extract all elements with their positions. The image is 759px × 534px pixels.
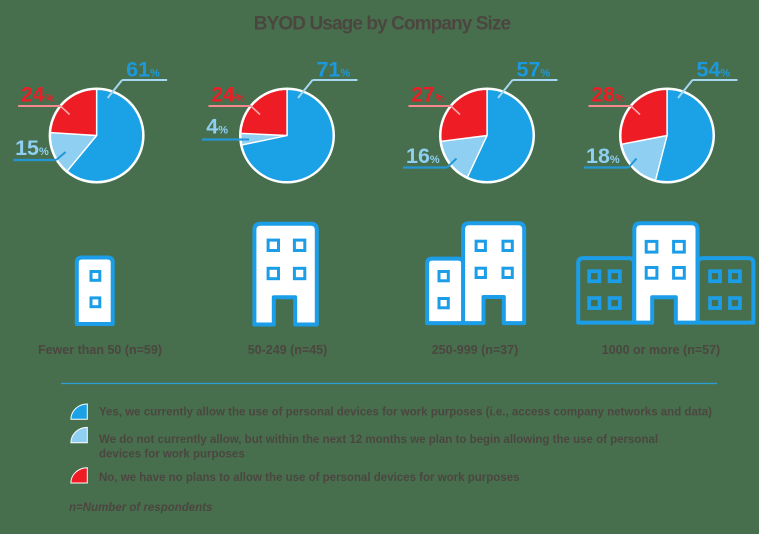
svg-text:18%: 18% <box>586 144 620 168</box>
svg-text:Yes, we currently allow the us: Yes, we currently allow the use of perso… <box>99 407 712 419</box>
svg-text:devices for work purposes: devices for work purposes <box>99 449 245 461</box>
svg-text:n=Number of respondents: n=Number of respondents <box>69 502 212 514</box>
svg-text:1000 or more (n=57): 1000 or more (n=57) <box>602 343 720 357</box>
svg-text:We do not currently allow, but: We do not currently allow, but within th… <box>99 434 658 446</box>
svg-text:Fewer than 50 (n=59): Fewer than 50 (n=59) <box>38 343 162 357</box>
svg-text:No, we have no plans to allow: No, we have no plans to allow the use of… <box>99 472 520 484</box>
svg-text:BYOD Usage by Company Size: BYOD Usage by Company Size <box>254 14 511 35</box>
svg-text:250-999 (n=37): 250-999 (n=37) <box>432 343 519 357</box>
svg-text:50-249 (n=45): 50-249 (n=45) <box>248 343 328 357</box>
